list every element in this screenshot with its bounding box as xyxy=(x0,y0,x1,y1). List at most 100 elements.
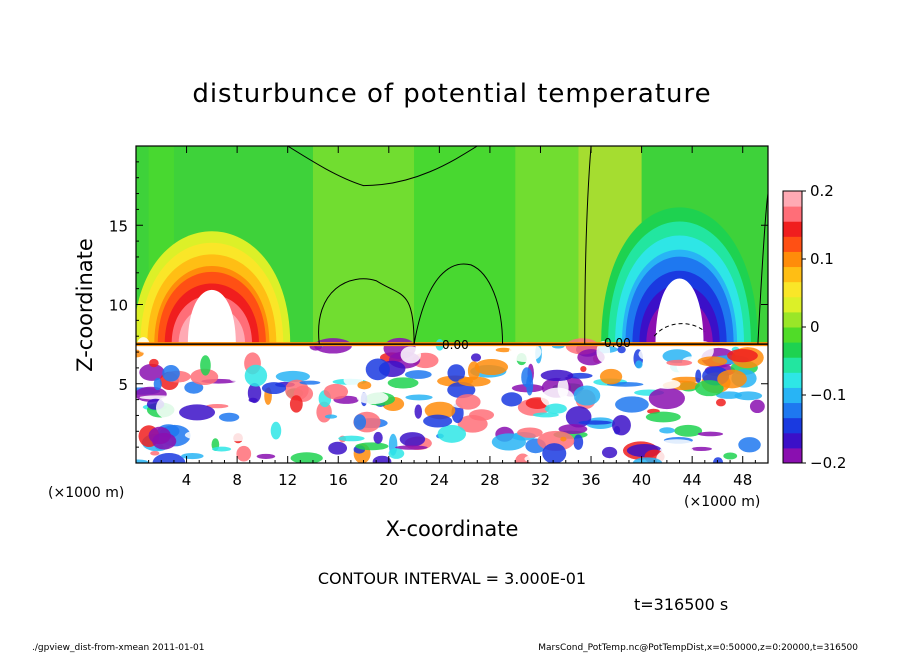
turbulent-blob-106 xyxy=(399,432,426,447)
z-tick-label-5: 5 xyxy=(118,376,128,394)
x-tick-label-48: 48 xyxy=(733,471,752,489)
x-tick-label-44: 44 xyxy=(683,471,702,489)
colorbar-swatch-11 xyxy=(783,281,802,298)
colorbar-tick-label-0: 0.2 xyxy=(810,182,834,200)
x-axis: 4 8 12 16 20 24 28 32 36 40 44 48 xyxy=(148,146,756,489)
turbulent-blob-112 xyxy=(495,347,512,353)
turbulent-blob-217 xyxy=(153,377,162,391)
x-tick-label-8: 8 xyxy=(232,471,242,489)
turbulent-blob-115 xyxy=(261,382,287,395)
turbulent-blob-203 xyxy=(632,457,663,463)
z-axis: 5 10 15 xyxy=(109,161,768,448)
x-unit-left: (×1000 m) xyxy=(48,485,124,501)
turbulent-blob-48 xyxy=(236,445,252,462)
colorbar-swatch-15 xyxy=(783,221,802,237)
turbulent-blob-229 xyxy=(328,441,348,455)
turbulent-blob-205 xyxy=(524,454,544,463)
colorbar-swatch-7 xyxy=(783,342,802,358)
turbulent-blob-147 xyxy=(573,385,601,406)
turbulent-blob-224 xyxy=(356,391,389,405)
turbulent-blob-30 xyxy=(275,370,310,383)
colorbar-swatch-12 xyxy=(783,266,802,283)
turbulent-blob-212 xyxy=(727,349,758,363)
x-tick-label-20: 20 xyxy=(379,471,398,489)
colorbar-swatch-4 xyxy=(783,387,802,404)
turbulent-blob-207 xyxy=(220,429,253,442)
colorbar-ticks: 0.2 0.1 0 −0.1 −0.2 xyxy=(802,182,846,472)
turbulent-blob-180 xyxy=(578,420,612,425)
turbulent-blob-105 xyxy=(659,427,675,434)
chart-title: disturbunce of potential temperature xyxy=(192,79,711,109)
zero-contour-east xyxy=(584,146,592,345)
cold-plume-core xyxy=(655,278,704,345)
field-band-0 xyxy=(312,146,415,345)
colorbar-swatch-9 xyxy=(783,311,802,328)
colorbar-swatch-16 xyxy=(783,206,802,222)
turbulent-blob-138 xyxy=(395,445,428,450)
turbulent-blob-142 xyxy=(357,380,372,390)
colorbar xyxy=(782,190,803,464)
turbulent-blob-185 xyxy=(542,443,567,463)
turbulent-blob-41 xyxy=(139,363,165,381)
contour-lines xyxy=(136,146,768,345)
turbulent-blob-92 xyxy=(558,424,588,434)
colorbar-swatch-3 xyxy=(783,402,802,419)
turbulent-blob-202 xyxy=(671,376,702,383)
warm-plume-core xyxy=(187,289,236,345)
footer-left: ./gpview_dist-from-xmean 2011-01-01 xyxy=(32,643,204,653)
turbulent-blob-211 xyxy=(423,414,453,428)
turbulent-blob-104 xyxy=(184,381,204,394)
turbulent-blob-231 xyxy=(501,392,523,407)
colorbar-swatch-2 xyxy=(783,417,802,434)
zero-contour-edge xyxy=(757,193,768,345)
turbulent-blob-130 xyxy=(601,446,618,459)
turbulent-blob-166 xyxy=(218,412,240,422)
turbulent-blob-120 xyxy=(332,423,341,434)
turbulent-blob-208 xyxy=(290,452,323,463)
x-tick-label-16: 16 xyxy=(329,471,348,489)
colorbar-swatch-5 xyxy=(783,372,802,388)
z-tick-label-15: 15 xyxy=(109,217,128,235)
colorbar-swatch-0 xyxy=(783,447,802,464)
turbulent-layer xyxy=(136,336,768,463)
turbulent-blob-90 xyxy=(279,350,313,367)
turbulent-blob-156 xyxy=(212,446,232,452)
turbulent-blob-63 xyxy=(712,457,724,463)
turbulent-blob-140 xyxy=(299,380,321,385)
turbulent-blob-133 xyxy=(343,373,364,387)
turbulent-blob-162 xyxy=(723,452,738,460)
turbulent-blob-175 xyxy=(150,450,160,456)
turbulent-blob-146 xyxy=(596,341,611,363)
turbulent-blob-136 xyxy=(206,403,229,409)
turbulent-blob-219 xyxy=(256,453,276,459)
x-tick-label-40: 40 xyxy=(632,471,651,489)
turbulent-blob-64 xyxy=(568,352,580,361)
colorbar-swatch-1 xyxy=(783,432,802,449)
turbulent-blob-169 xyxy=(540,369,574,382)
turbulent-blob-173 xyxy=(474,359,509,376)
colorbar-swatch-6 xyxy=(783,357,802,373)
turbulent-blob-68 xyxy=(567,372,593,379)
turbulent-blob-214 xyxy=(717,369,747,389)
turbulent-blob-118 xyxy=(414,404,423,419)
turbulent-blob-117 xyxy=(716,391,742,399)
turbulent-blob-161 xyxy=(190,368,219,386)
turbulent-blob-128 xyxy=(749,399,765,414)
turbulent-blob-200 xyxy=(491,433,526,451)
turbulent-blob-45 xyxy=(387,377,419,389)
field-band-1 xyxy=(515,146,579,345)
colorbar-swatch-13 xyxy=(783,251,802,268)
turbulent-blob-196 xyxy=(404,370,432,379)
turbulent-blob-124 xyxy=(149,358,159,368)
turbulent-blob-94 xyxy=(635,360,643,369)
turbulent-blob-127 xyxy=(617,345,626,354)
turbulent-blob-216 xyxy=(227,368,244,382)
turbulent-blob-198 xyxy=(697,356,728,367)
x-tick-label-12: 12 xyxy=(278,471,297,489)
x-tick-label-4: 4 xyxy=(182,471,192,489)
turbulent-blob-144 xyxy=(469,409,495,421)
turbulent-blob-164 xyxy=(738,437,761,453)
contour-label-2: 0.00 xyxy=(442,338,469,352)
turbulent-blob-151 xyxy=(540,387,575,409)
turbulent-blob-98 xyxy=(437,424,467,443)
